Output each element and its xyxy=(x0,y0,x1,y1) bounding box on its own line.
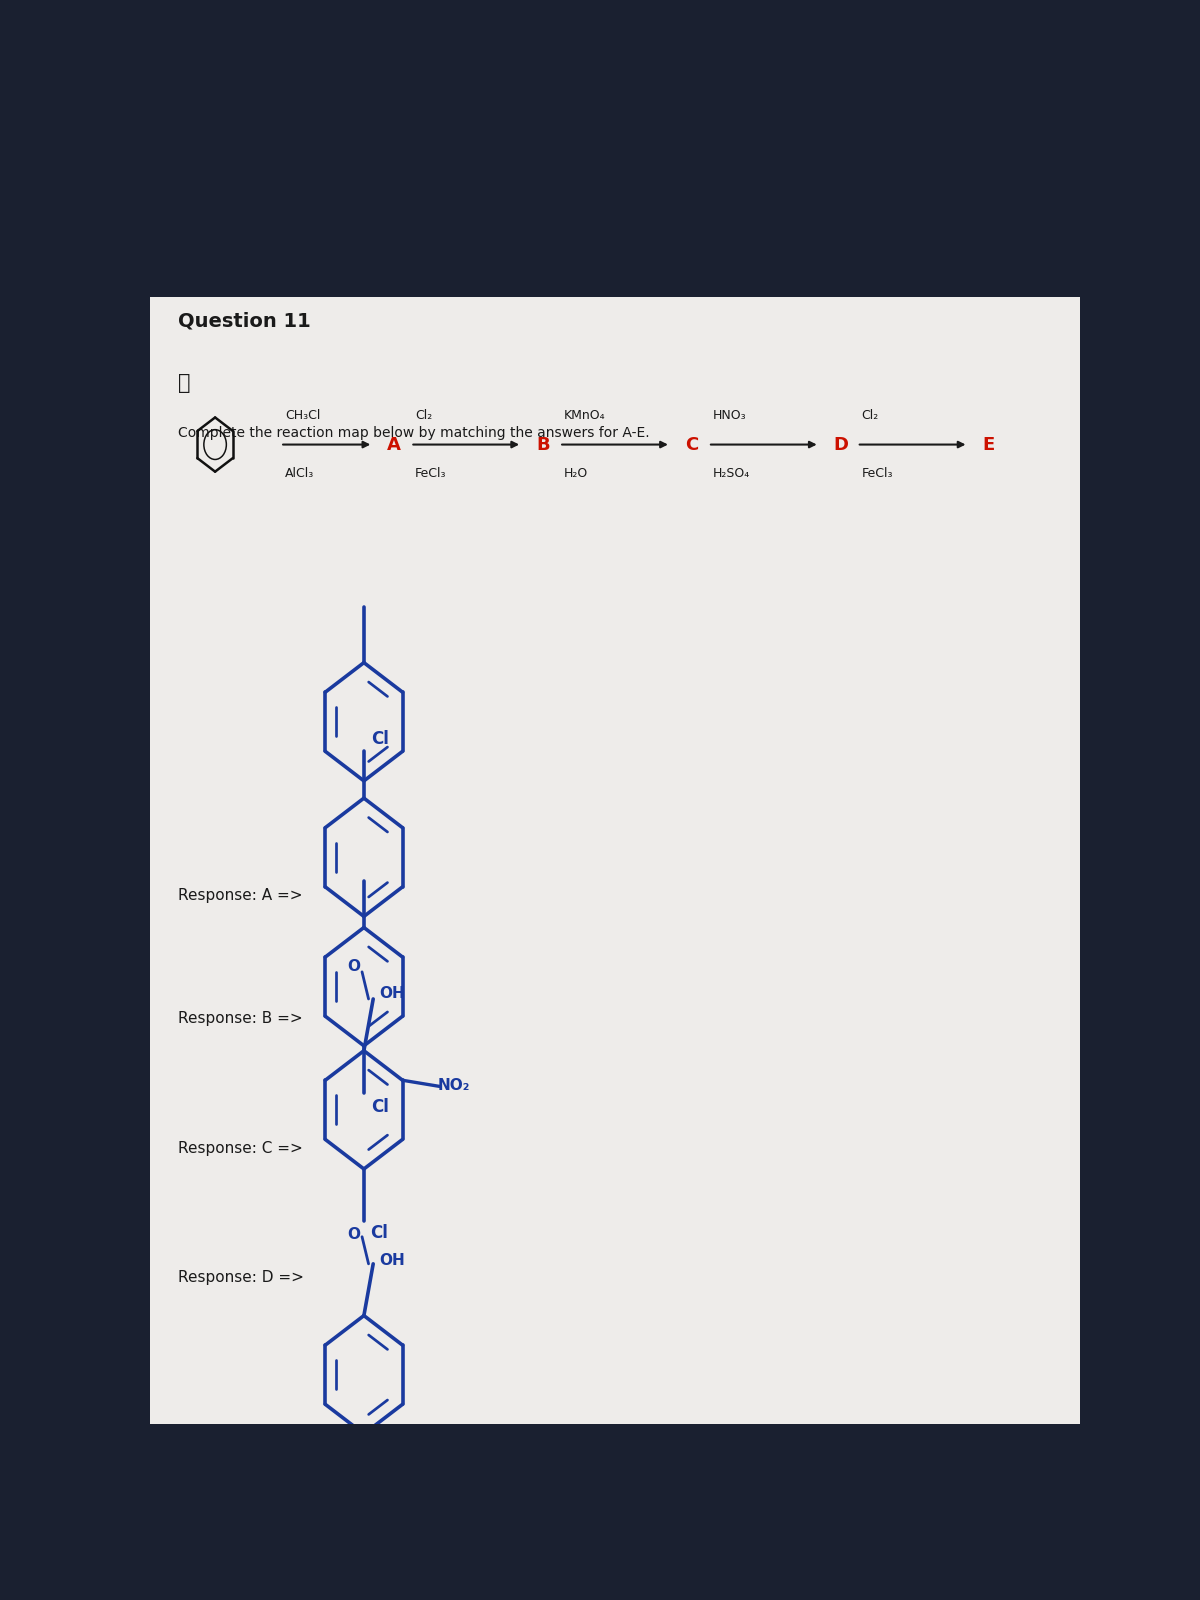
Text: OH: OH xyxy=(379,1253,404,1267)
Text: Response: B =>: Response: B => xyxy=(178,1011,302,1026)
Text: FeCl₃: FeCl₃ xyxy=(862,467,893,480)
Text: AlCl₃: AlCl₃ xyxy=(284,467,314,480)
Text: Response: A =>: Response: A => xyxy=(178,888,302,902)
Text: Response: D =>: Response: D => xyxy=(178,1270,304,1285)
Text: A: A xyxy=(388,435,401,453)
Text: B: B xyxy=(536,435,550,453)
Text: Cl: Cl xyxy=(371,1224,389,1243)
Text: Cl₂: Cl₂ xyxy=(862,410,878,422)
Text: FeCl₃: FeCl₃ xyxy=(415,467,446,480)
Text: KMnO₄: KMnO₄ xyxy=(564,410,606,422)
Text: E: E xyxy=(983,435,995,453)
Text: O: O xyxy=(347,1227,360,1242)
Text: HNO₃: HNO₃ xyxy=(713,410,746,422)
Text: Cl: Cl xyxy=(371,730,389,747)
Text: O: O xyxy=(347,960,360,974)
Text: Complete the reaction map below by matching the answers for A-E.: Complete the reaction map below by match… xyxy=(178,426,649,440)
Text: Cl: Cl xyxy=(371,1098,389,1115)
Text: C: C xyxy=(685,435,698,453)
Text: Question 11: Question 11 xyxy=(178,312,311,331)
Text: NO₂: NO₂ xyxy=(438,1078,470,1093)
Text: ℊ: ℊ xyxy=(178,373,191,394)
Text: Response: C =>: Response: C => xyxy=(178,1141,302,1155)
Text: OH: OH xyxy=(379,987,404,1002)
Text: Cl₂: Cl₂ xyxy=(415,410,432,422)
Text: H₂SO₄: H₂SO₄ xyxy=(713,467,750,480)
Text: CH₃Cl: CH₃Cl xyxy=(284,410,320,422)
FancyBboxPatch shape xyxy=(150,296,1080,1424)
Text: D: D xyxy=(834,435,848,453)
Text: H₂O: H₂O xyxy=(564,467,588,480)
